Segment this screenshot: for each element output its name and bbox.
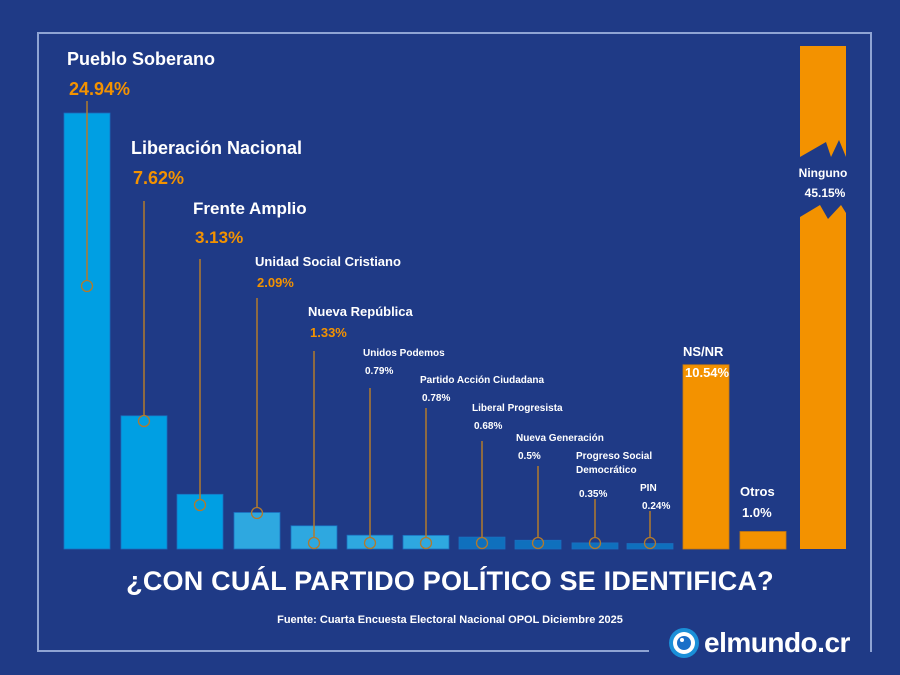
leader-dot-nueva-republica: [307, 536, 321, 550]
leader-dot-frente-amplio: [193, 498, 207, 512]
brand-logo[interactable]: elmundo.cr: [669, 625, 850, 661]
label-value-liberal-progresista: 0.68%: [474, 421, 502, 432]
leader-dot-pin: [643, 536, 657, 550]
label-name-liberacion-nacional: Liberación Nacional: [131, 138, 302, 158]
leader-dot-unidos-podemos: [363, 536, 377, 550]
label-name-liberal-progresista: Liberal Progresista: [472, 403, 563, 414]
label-value-partido-accion-ciudadana: 0.78%: [422, 393, 450, 404]
leader-dot-liberal-progresista: [475, 536, 489, 550]
bar-ns-nr: [682, 364, 730, 550]
label-name-nueva-generacion: Nueva Generación: [516, 433, 604, 444]
leader-dot-progreso-social-democratico: [588, 536, 602, 550]
label-name-progreso-social-democratico: Democrático: [576, 465, 637, 476]
bar-liberacion-nacional: [120, 415, 168, 550]
bar-nueva-generacion: [514, 539, 562, 550]
label-value-progreso-social-democratico: 0.35%: [579, 489, 607, 500]
label-name-ns-nr: NS/NR: [683, 344, 724, 359]
label-value-ninguno: 45.15%: [805, 186, 846, 200]
label-name-unidos-podemos: Unidos Podemos: [363, 348, 445, 359]
label-value-unidad-social-cristiano: 2.09%: [257, 275, 294, 290]
eye-logo-icon: [669, 628, 699, 658]
leader-dot-partido-accion-ciudadana: [419, 536, 433, 550]
label-name-pueblo-soberano: Pueblo Soberano: [67, 49, 215, 69]
label-name-progreso-social-democratico: Progreso Social: [576, 451, 652, 462]
leader-dot-unidad-social-cristiano: [250, 506, 264, 520]
label-name-partido-accion-ciudadana: Partido Acción Ciudadana: [420, 375, 545, 386]
label-name-unidad-social-cristiano: Unidad Social Cristiano: [255, 254, 401, 269]
label-value-pin: 0.24%: [642, 501, 670, 512]
label-value-nueva-generacion: 0.5%: [518, 451, 541, 462]
label-value-pueblo-soberano: 24.94%: [69, 79, 130, 99]
bar-liberal-progresista: [458, 536, 506, 550]
bar-frente-amplio: [176, 493, 224, 550]
label-name-pin: PIN: [640, 483, 657, 494]
brand-name: elmundo.cr: [704, 627, 850, 658]
bar-otros: [739, 531, 787, 550]
label-value-ns-nr: 10.54%: [685, 365, 730, 380]
label-name-frente-amplio: Frente Amplio: [193, 199, 307, 218]
label-value-liberacion-nacional: 7.62%: [133, 168, 184, 188]
label-name-otros: Otros: [740, 484, 775, 499]
leader-dot-pueblo-soberano: [80, 279, 94, 293]
label-name-nueva-republica: Nueva República: [308, 304, 414, 319]
bar-ninguno-top: [800, 46, 846, 157]
leader-dot-liberacion-nacional: [137, 414, 151, 428]
label-value-unidos-podemos: 0.79%: [365, 366, 393, 377]
label-value-nueva-republica: 1.33%: [310, 325, 347, 340]
label-value-frente-amplio: 3.13%: [195, 228, 243, 247]
chart-frame: [37, 32, 872, 652]
frame-bottom-line: [37, 650, 649, 652]
leader-dot-nueva-generacion: [531, 536, 545, 550]
label-name-ninguno: Ninguno: [799, 166, 848, 180]
chart-title: ¿CON CUÁL PARTIDO POLÍTICO SE IDENTIFICA…: [126, 566, 774, 596]
bar-ninguno-bottom: [800, 205, 846, 549]
label-value-otros: 1.0%: [742, 505, 772, 520]
chart-source: Fuente: Cuarta Encuesta Electoral Nacion…: [277, 614, 623, 626]
